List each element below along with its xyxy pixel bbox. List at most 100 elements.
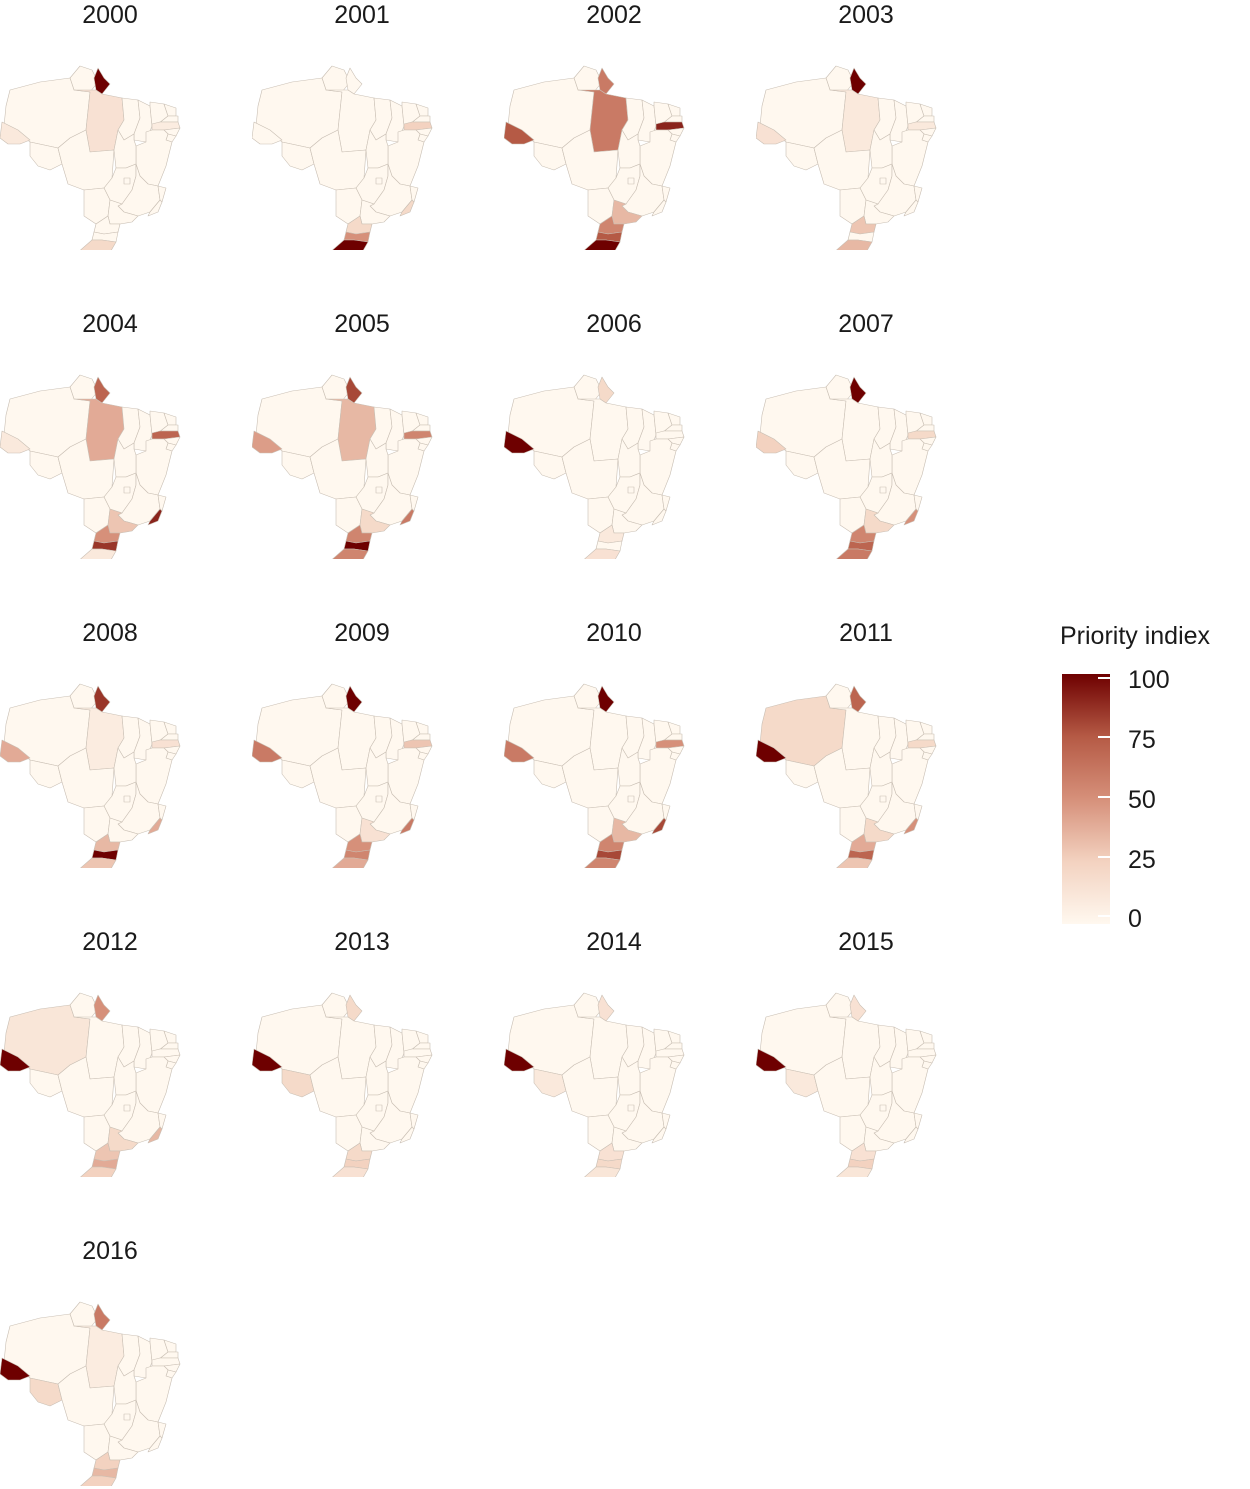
state-rr (69, 1301, 99, 1329)
map-panel-2005: 2005 (252, 309, 452, 609)
state-rs (836, 1166, 873, 1177)
state-rr (321, 374, 351, 402)
state-rs (80, 1166, 117, 1177)
state-rj (651, 817, 667, 835)
state-rj (651, 508, 667, 526)
state-rr (69, 374, 99, 402)
panel-title: 2008 (82, 619, 138, 647)
state-rr (321, 65, 351, 93)
panel-title: 2009 (334, 619, 390, 647)
state-df (879, 177, 887, 185)
map-panel-2015: 2015 (756, 927, 956, 1227)
panel-title: 2004 (82, 310, 138, 338)
state-rs (584, 1166, 621, 1177)
legend-label-0: 0 (1128, 905, 1142, 933)
state-rr (321, 992, 351, 1020)
state-rr (573, 683, 603, 711)
state-ac (504, 121, 535, 145)
state-ac (756, 1048, 787, 1072)
brazil-map (756, 683, 937, 868)
brazil-map (504, 992, 685, 1177)
state-rs (332, 548, 369, 559)
panel-title: 2007 (838, 310, 894, 338)
state-rj (903, 508, 919, 526)
map-panel-2014: 2014 (504, 927, 704, 1227)
panel-title: 2011 (839, 619, 893, 647)
brazil-map (756, 992, 937, 1177)
state-ac (756, 739, 787, 763)
state-ac (504, 739, 535, 763)
panel-title: 2013 (334, 928, 390, 956)
state-df (375, 177, 383, 185)
panel-title: 2005 (334, 310, 390, 338)
state-df (879, 486, 887, 494)
state-rj (147, 199, 163, 217)
legend-tick (1098, 856, 1110, 858)
state-rs (584, 548, 621, 559)
state-ac (0, 1048, 31, 1072)
map-panel-2012: 2012 (0, 927, 200, 1227)
state-df (879, 1104, 887, 1112)
state-rs (836, 239, 873, 250)
state-rj (651, 199, 667, 217)
panel-title: 2001 (334, 1, 390, 29)
brazil-map (756, 65, 937, 250)
legend-label-75: 75 (1128, 726, 1156, 754)
state-ac (0, 430, 31, 454)
state-rj (651, 1126, 667, 1144)
map-panel-2013: 2013 (252, 927, 452, 1227)
state-df (123, 1104, 131, 1112)
state-rs (80, 239, 117, 250)
panel-title: 2010 (586, 619, 642, 647)
panel-title: 2016 (82, 1237, 138, 1265)
map-panel-2004: 2004 (0, 309, 200, 609)
panel-title: 2003 (838, 1, 894, 29)
state-rs (584, 857, 621, 868)
brazil-map (252, 992, 433, 1177)
state-rr (573, 65, 603, 93)
state-rr (69, 992, 99, 1020)
state-rj (147, 1435, 163, 1453)
state-ac (0, 121, 31, 145)
panel-title: 2006 (586, 310, 642, 338)
state-df (123, 486, 131, 494)
state-df (375, 486, 383, 494)
state-ac (0, 739, 31, 763)
legend-label-25: 25 (1128, 846, 1156, 874)
brazil-map (252, 374, 433, 559)
map-panel-2009: 2009 (252, 618, 452, 918)
state-ac (252, 739, 283, 763)
state-rj (903, 1126, 919, 1144)
map-panel-2010: 2010 (504, 618, 704, 918)
brazil-map (0, 1301, 181, 1486)
state-ac (0, 1357, 31, 1381)
state-ac (756, 121, 787, 145)
state-rj (147, 1126, 163, 1144)
legend-label-100: 100 (1128, 666, 1170, 694)
state-rr (69, 65, 99, 93)
state-rj (903, 199, 919, 217)
brazil-map (504, 683, 685, 868)
state-rj (399, 508, 415, 526)
state-rj (147, 508, 163, 526)
state-ac (504, 430, 535, 454)
panel-title: 2012 (82, 928, 138, 956)
legend-label-50: 50 (1128, 786, 1156, 814)
state-ac (252, 1048, 283, 1072)
state-rs (836, 857, 873, 868)
state-df (123, 177, 131, 185)
legend-tick (1098, 736, 1110, 738)
map-panel-2016: 2016 (0, 1236, 200, 1489)
legend-tick (1098, 796, 1110, 798)
state-rj (147, 817, 163, 835)
brazil-map (504, 65, 685, 250)
state-rs (80, 548, 117, 559)
state-rs (332, 239, 369, 250)
state-rj (903, 817, 919, 835)
map-panel-2001: 2001 (252, 0, 452, 300)
brazil-map (0, 374, 181, 559)
state-rs (584, 239, 621, 250)
panel-title: 2002 (586, 1, 642, 29)
state-rr (825, 374, 855, 402)
